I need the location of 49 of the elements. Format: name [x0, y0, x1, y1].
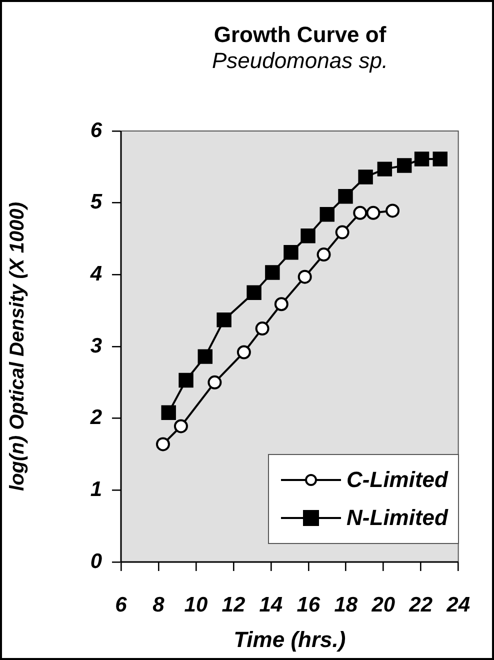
- point: [255, 322, 270, 336]
- y-tick-label: 2: [89, 406, 102, 430]
- x-tick-label: 6: [115, 593, 128, 616]
- x-tick-label: 18: [334, 593, 358, 616]
- y-tick-label: 4: [89, 262, 102, 286]
- point: [358, 170, 373, 184]
- chart-title: Growth Curve of Pseudomonas sp.: [210, 22, 390, 74]
- y-tick-label: 5: [90, 190, 102, 214]
- point: [320, 206, 335, 222]
- point: [338, 189, 353, 204]
- legend-label: C-Limited: [346, 467, 448, 493]
- point: [161, 405, 176, 420]
- point: [377, 162, 392, 176]
- point: [316, 248, 331, 262]
- point: [208, 375, 222, 390]
- y-tick-label: 6: [90, 118, 102, 142]
- point: [236, 345, 251, 360]
- point: [396, 158, 412, 173]
- point: [386, 204, 400, 218]
- point: [432, 152, 448, 166]
- legend-label: N-Limited: [346, 505, 448, 531]
- y-tick-label: 1: [90, 478, 102, 501]
- x-tick-label: 16: [296, 593, 320, 616]
- x-tick-label: 24: [446, 593, 470, 616]
- y-tick-label: 0: [90, 550, 102, 573]
- point: [414, 152, 430, 166]
- point: [298, 270, 312, 284]
- point: [198, 349, 213, 364]
- x-tick-label: 10: [184, 593, 208, 616]
- point: [274, 297, 288, 312]
- point: [174, 419, 188, 434]
- x-tick-label: 20: [370, 593, 396, 616]
- point: [265, 265, 280, 280]
- y-axis-title: log(n) Optical Density (X 1000): [6, 202, 29, 491]
- x-tick-label: 12: [222, 593, 246, 616]
- x-axis-title: Time (hrs.): [234, 626, 346, 652]
- point: [246, 285, 262, 300]
- point: [216, 312, 232, 328]
- point: [178, 372, 194, 388]
- point: [284, 245, 298, 260]
- y-tick-label: 3: [90, 334, 102, 358]
- x-tick-label: 22: [408, 593, 433, 616]
- x-tick-label: 8: [152, 593, 165, 616]
- x-tick-label: 14: [259, 593, 283, 616]
- point: [335, 225, 350, 240]
- point: [300, 228, 316, 244]
- point: [353, 206, 368, 220]
- point: [156, 437, 170, 452]
- point: [366, 206, 380, 220]
